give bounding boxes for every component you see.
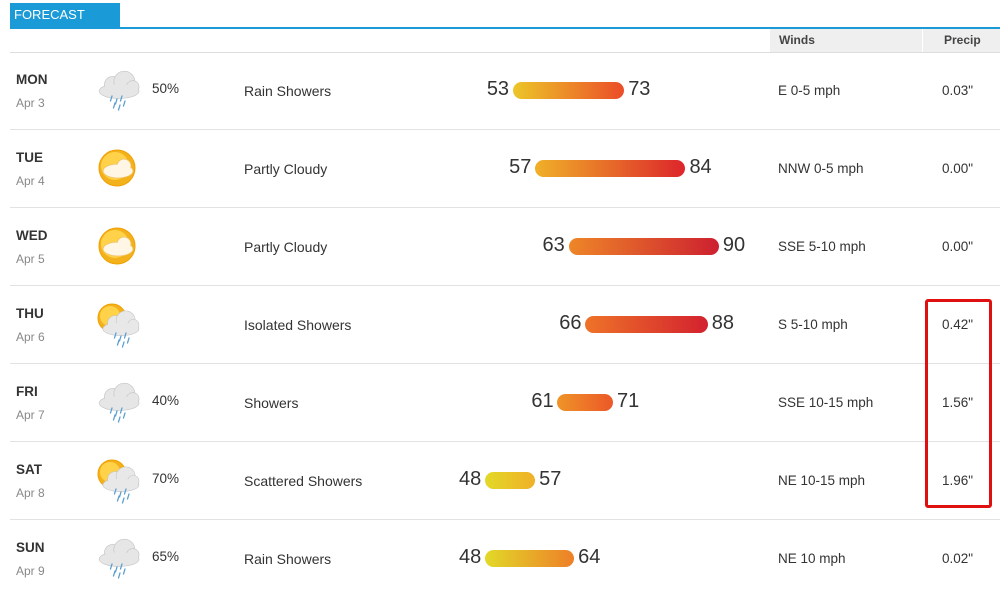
temp-range-bar [557,394,614,411]
partly-sunny-icon [94,144,144,192]
precip-amount: 0.02" [942,551,974,566]
date-label: Apr 6 [16,330,45,344]
low-temp: 48 [458,468,482,490]
low-temp: 61 [531,390,554,412]
forecast-row[interactable]: SAT Apr 8 70% Scattered Showers 48 57 NE… [10,442,1000,520]
forecast-table: MON Apr 3 50% Rain Showers 53 73 E 0-5 m… [10,52,1000,597]
forecast-row[interactable]: WED Apr 5 Partly Cloudy 63 90 SSE 5-10 m… [10,208,1000,286]
high-temp: 64 [578,546,601,568]
temp-range-bar [535,160,686,177]
tab-forecast[interactable]: FORECAST [10,3,120,27]
temp-range-bar [484,550,575,567]
wind-value: E 0-5 mph [778,83,841,98]
temp-range-bar [585,316,708,333]
low-temp: 57 [509,156,532,178]
sun-rain-cloud-icon [94,456,144,504]
day-label: SAT [16,462,42,477]
forecast-row[interactable]: TUE Apr 4 Partly Cloudy 57 84 NNW 0-5 mp… [10,130,1000,208]
low-temp: 53 [486,78,510,100]
condition-label: Rain Showers [244,83,332,99]
precip-highlight-box [925,299,992,508]
wind-value: SSE 10-15 mph [778,395,874,410]
forecast-row[interactable]: THU Apr 6 Isolated Showers 66 88 S 5-10 … [10,286,1000,364]
precip-amount: 1.96" [942,473,974,488]
day-label: SUN [16,540,45,555]
wind-value: NE 10-15 mph [778,473,866,488]
precip-amount: 0.42" [942,317,974,332]
date-label: Apr 4 [16,174,45,188]
wind-value: NNW 0-5 mph [778,161,864,176]
condition-label: Partly Cloudy [244,161,328,177]
forecast-row[interactable]: FRI Apr 7 40% Showers 61 71 SSE 10-15 mp… [10,364,1000,442]
condition-label: Scattered Showers [244,473,363,489]
precip-chance: 50% [152,81,180,96]
precip-header-bg [923,29,1000,52]
precip-amount: 0.03" [942,83,974,98]
low-temp: 48 [458,546,482,568]
precip-amount: 0.00" [942,161,974,176]
sun-rain-cloud-icon [94,300,144,348]
forecast-row[interactable]: MON Apr 3 50% Rain Showers 53 73 E 0-5 m… [10,52,1000,130]
low-temp: 66 [559,312,582,334]
day-label: THU [16,306,44,321]
condition-label: Isolated Showers [244,317,352,333]
precip-column-header: Precip [944,33,981,47]
condition-label: Partly Cloudy [244,239,328,255]
precip-amount: 1.56" [942,395,974,410]
temp-range-bar [568,238,719,255]
date-label: Apr 5 [16,252,45,266]
wind-value: NE 10 mph [778,551,846,566]
winds-column-header: Winds [779,33,815,47]
temp-range-bar [512,82,625,99]
date-label: Apr 7 [16,408,45,422]
wind-value: S 5-10 mph [778,317,848,332]
low-temp: 63 [542,234,565,256]
date-label: Apr 3 [16,96,45,110]
precip-chance: 70% [152,471,180,486]
condition-label: Showers [244,395,299,411]
day-label: FRI [16,384,38,399]
condition-label: Rain Showers [244,551,332,567]
high-temp: 90 [722,234,746,256]
precip-chance: 65% [152,549,180,564]
winds-header-bg [770,29,922,52]
wind-value: SSE 5-10 mph [778,239,866,254]
rain-cloud-icon [94,66,144,114]
day-label: MON [16,72,48,87]
table-header: Winds Precip [10,29,1000,53]
high-temp: 88 [711,312,734,334]
partly-sunny-icon [94,222,144,270]
high-temp: 57 [539,468,562,490]
date-label: Apr 9 [16,564,45,578]
day-label: WED [16,228,48,243]
precip-chance: 40% [152,393,180,408]
precip-amount: 0.00" [942,239,974,254]
day-label: TUE [16,150,43,165]
temp-range-bar [484,472,536,489]
rain-cloud-icon [94,534,144,582]
date-label: Apr 8 [16,486,45,500]
rain-cloud-icon [94,378,144,426]
high-temp: 71 [617,390,640,412]
high-temp: 84 [689,156,712,178]
high-temp: 73 [628,78,651,100]
tab-strip: FORECAST [10,0,1000,29]
forecast-row[interactable]: SUN Apr 9 65% Rain Showers 48 64 NE 10 m… [10,520,1000,597]
